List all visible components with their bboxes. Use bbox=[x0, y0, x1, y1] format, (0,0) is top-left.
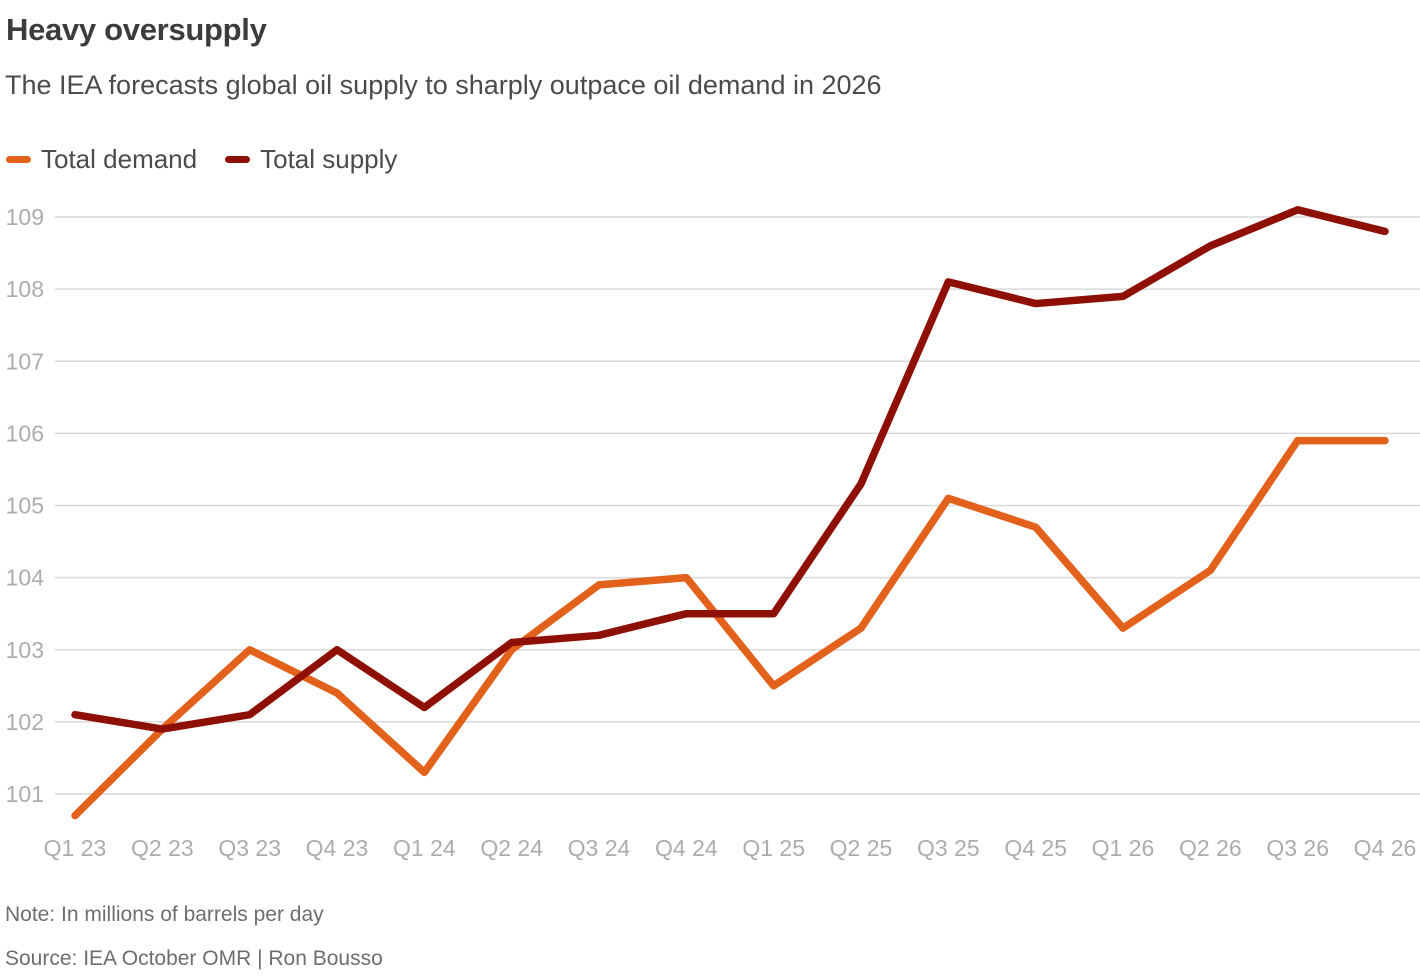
chart-note: Note: In millions of barrels per day bbox=[5, 903, 324, 926]
legend-marker-total-supply bbox=[225, 156, 251, 163]
x-tick-label: Q3 23 bbox=[218, 835, 281, 861]
legend: Total demand Total supply bbox=[6, 144, 397, 175]
x-tick-label: Q3 25 bbox=[917, 835, 980, 861]
legend-item-total-supply: Total supply bbox=[225, 144, 397, 175]
x-tick-label: Q1 23 bbox=[44, 835, 107, 861]
x-tick-label: Q4 24 bbox=[655, 835, 718, 861]
y-tick-label: 107 bbox=[6, 348, 44, 374]
x-tick-label: Q4 26 bbox=[1354, 835, 1417, 861]
x-axis-labels: Q1 23 Q2 23 Q3 23 Q4 23 Q1 24 Q2 24 Q3 24 Q4 24… bbox=[44, 835, 1417, 861]
x-tick-label: Q2 26 bbox=[1179, 835, 1242, 861]
chart-title: Heavy oversupply bbox=[6, 12, 267, 47]
x-tick-label: Q3 26 bbox=[1266, 835, 1329, 861]
x-tick-label: Q3 24 bbox=[568, 835, 631, 861]
chart-source: Source: IEA October OMR | Ron Bousso bbox=[5, 947, 383, 970]
gridlines bbox=[55, 216, 1420, 795]
legend-item-total-demand: Total demand bbox=[6, 144, 197, 175]
line-chart: 101 102 103 104 105 106 107 108 109 Q1 23 Q2 23 Q3 … bbox=[6, 204, 1420, 861]
series-total-supply bbox=[71, 206, 1389, 733]
y-tick-label: 108 bbox=[6, 276, 44, 302]
x-tick-label: Q2 24 bbox=[480, 835, 543, 861]
x-tick-label: Q2 23 bbox=[131, 835, 194, 861]
legend-label-total-demand: Total demand bbox=[41, 144, 198, 174]
series-total-demand bbox=[71, 436, 1389, 820]
chart-subtitle: The IEA forecasts global oil supply to s… bbox=[5, 70, 882, 100]
legend-marker-total-demand bbox=[6, 156, 31, 163]
x-tick-label: Q1 24 bbox=[393, 835, 456, 861]
y-tick-label: 104 bbox=[6, 565, 45, 591]
y-tick-label: 109 bbox=[6, 204, 44, 230]
legend-label-total-supply: Total supply bbox=[260, 144, 398, 174]
x-tick-label: Q4 23 bbox=[306, 835, 369, 861]
x-tick-label: Q4 25 bbox=[1004, 835, 1067, 861]
x-tick-label: Q1 26 bbox=[1092, 835, 1155, 861]
y-tick-label: 105 bbox=[6, 493, 44, 519]
y-tick-label: 103 bbox=[6, 637, 44, 663]
y-tick-label: 101 bbox=[6, 781, 44, 807]
y-tick-label: 106 bbox=[6, 420, 44, 446]
x-tick-label: Q2 25 bbox=[830, 835, 893, 861]
y-axis-labels: 101 102 103 104 105 106 107 108 109 bbox=[6, 204, 45, 807]
x-tick-label: Q1 25 bbox=[742, 835, 805, 861]
y-tick-label: 102 bbox=[6, 709, 44, 735]
